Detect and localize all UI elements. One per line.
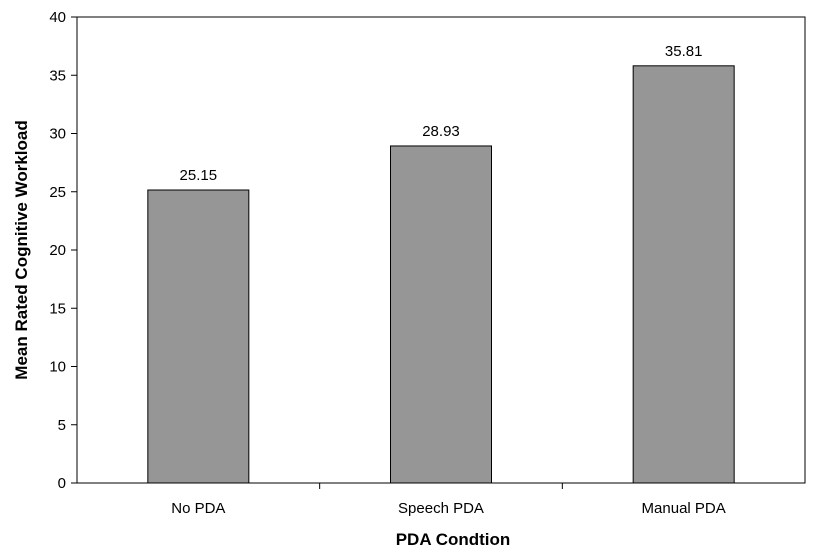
x-tick-label: No PDA xyxy=(171,500,225,517)
x-axis-title: PDA Condtion xyxy=(396,530,511,549)
y-tick-label: 0 xyxy=(58,475,66,492)
data-label: 28.93 xyxy=(422,123,460,140)
y-tick-label: 5 xyxy=(58,417,66,434)
data-label: 35.81 xyxy=(665,43,703,60)
x-axis-ticks: No PDA Speech PDA Manual PDA xyxy=(171,483,726,517)
y-tick-label: 30 xyxy=(49,126,66,143)
bars xyxy=(147,65,735,484)
data-label: 25.15 xyxy=(180,167,218,184)
data-labels: 25.15 28.93 35.81 xyxy=(180,43,703,184)
y-tick-label: 35 xyxy=(49,67,66,84)
y-tick-label: 20 xyxy=(49,242,66,259)
bar-speech-pda xyxy=(390,145,492,484)
y-axis-ticks: 0 5 10 15 20 25 30 35 40 xyxy=(49,9,77,492)
y-tick-label: 15 xyxy=(49,300,66,317)
y-tick-label: 10 xyxy=(49,359,66,376)
x-tick-label: Manual PDA xyxy=(642,500,726,517)
y-tick-label: 25 xyxy=(49,184,66,201)
x-tick-label: Speech PDA xyxy=(398,500,484,517)
bar-manual-pda xyxy=(632,65,735,484)
bar-no-pda xyxy=(147,189,250,484)
y-tick-label: 40 xyxy=(49,9,66,26)
y-axis-title: Mean Rated Cognitive Workload xyxy=(12,120,31,379)
